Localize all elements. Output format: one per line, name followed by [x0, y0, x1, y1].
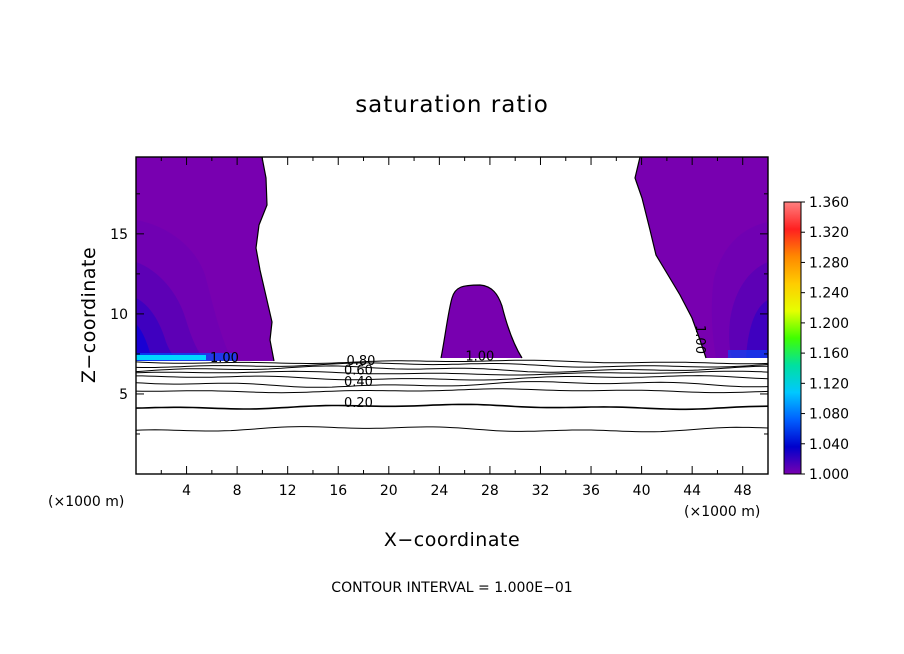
x-tick-label: 28 — [481, 483, 499, 499]
colorbar-gradient — [783, 201, 802, 475]
x-tick-label: 44 — [683, 483, 701, 499]
contour-label: 0.40 — [344, 375, 373, 390]
center-cloud-fill — [441, 285, 522, 358]
x-tick-label: 36 — [582, 483, 600, 499]
left-cloud-band-4 — [136, 324, 152, 361]
y-axis-label: Z−coordinate — [78, 247, 100, 383]
colorbar-label: 1.000 — [809, 467, 849, 483]
contour-line — [136, 426, 768, 433]
x-tick-label: 8 — [233, 483, 242, 499]
x-tick-label: 32 — [532, 483, 550, 499]
contour-line — [136, 381, 768, 388]
contour-interval-note: CONTOUR INTERVAL = 1.000E−01 — [331, 580, 572, 596]
colorbar-label: 1.160 — [809, 346, 849, 362]
x-end-unit-label: (×1000 m) — [684, 504, 760, 520]
contour-label: 0.80 — [347, 354, 376, 369]
y-tick-label: 15 — [110, 227, 128, 243]
x-tick-label: 12 — [279, 483, 297, 499]
right-cloud-edge — [634, 157, 707, 359]
colorbar-label: 1.240 — [809, 286, 849, 302]
colorbar-label: 1.080 — [809, 407, 849, 423]
contour-label: 0.20 — [344, 396, 373, 411]
right-cloud-region — [634, 157, 768, 359]
x-tick-label: 48 — [734, 483, 752, 499]
x-tick-label: 4 — [182, 483, 191, 499]
colorbar-label: 1.280 — [809, 255, 849, 271]
contour-line — [136, 375, 768, 381]
contour-line — [136, 359, 768, 365]
contour-line — [136, 388, 768, 394]
colorbar-label: 1.320 — [809, 225, 849, 241]
y-tick-label: 5 — [119, 387, 128, 403]
contour-line — [136, 362, 768, 368]
x-tick-label: 40 — [633, 483, 651, 499]
x-tick-label: 24 — [430, 483, 448, 499]
x-tick-label: 20 — [380, 483, 398, 499]
contour-label: 0.60 — [344, 364, 373, 379]
contour-line — [136, 370, 768, 376]
y-axis-ticks: 5 10 15 — [110, 193, 768, 435]
y-tick-label: 10 — [110, 307, 128, 323]
x-axis-label: X−coordinate — [384, 529, 520, 551]
contour-lines — [136, 359, 768, 433]
left-cloud-region — [136, 157, 275, 362]
contour-line — [136, 365, 768, 373]
left-cloud-edge — [255, 157, 275, 362]
colorbar: 1.360 1.320 1.280 1.240 1.200 1.160 1.120 1.080… — [783, 195, 849, 483]
x-tick-label: 16 — [329, 483, 347, 499]
contour-label: 1.00 — [210, 351, 239, 366]
chart-title: saturation ratio — [355, 92, 549, 118]
center-cloud-region — [440, 284, 523, 359]
plot-frame — [135, 156, 769, 475]
colorbar-label: 1.360 — [809, 195, 849, 211]
contour-label: 1.00 — [465, 349, 494, 364]
contour-label: 1.00 — [692, 325, 707, 354]
left-cloud-base-cyan — [136, 355, 206, 360]
center-cloud-edge — [440, 284, 523, 359]
saturation-fill-layer — [136, 157, 768, 362]
colorbar-label: 1.040 — [809, 437, 849, 453]
x-origin-unit-label: (×1000 m) — [48, 494, 124, 510]
contour-labels: 1.00 1.00 1.00 0.800.600.40 0.20 — [210, 325, 707, 411]
x-axis-ticks: 4 8 12 16 20 24 28 32 36 40 44 48 — [160, 157, 752, 499]
contour-line — [136, 403, 768, 411]
right-cloud-base-high — [728, 350, 768, 358]
right-cloud-band-3 — [746, 300, 768, 358]
colorbar-label: 1.120 — [809, 376, 849, 392]
colorbar-label: 1.200 — [809, 316, 849, 332]
